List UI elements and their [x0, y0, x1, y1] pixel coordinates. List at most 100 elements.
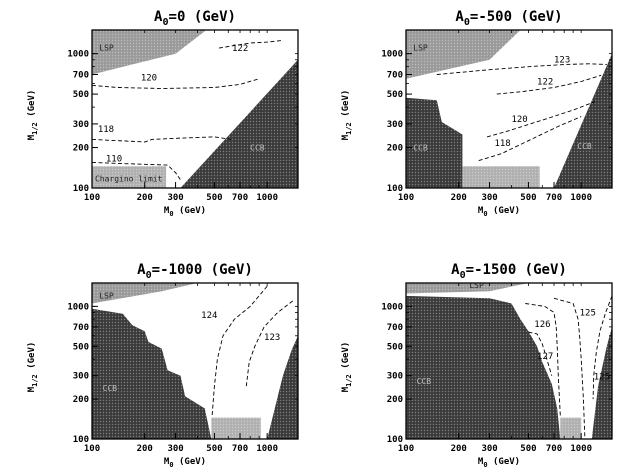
x-tick-label: 700: [546, 444, 562, 454]
x-axis-label: M0 (GeV): [164, 206, 206, 218]
x-tick-label: 100: [84, 444, 100, 454]
y-tick-label: 100: [73, 184, 89, 194]
x-tick-label: 100: [398, 193, 414, 203]
y-tick-label: 300: [73, 372, 89, 382]
contour-label: 110: [106, 154, 122, 164]
region-label: LSP: [413, 43, 428, 52]
contour-label: 125: [594, 373, 610, 383]
panel-title: A0=0 (GeV): [154, 9, 236, 28]
contour-line: [496, 74, 602, 95]
plot-frame: [405, 29, 613, 189]
y-tick-label: 1000: [381, 50, 403, 60]
region-ccb-right: [267, 335, 298, 439]
x-tick-label: 300: [167, 444, 183, 454]
region-chargino: [211, 417, 261, 439]
plot-frame: [91, 29, 299, 189]
x-tick-label: 200: [137, 193, 153, 203]
y-axis-label: M1/2 (GeV): [341, 342, 353, 393]
region-ccb-right: [591, 326, 612, 439]
panel-4: LSP CCB 126 127 125 125 100 200 300 500 700 1000 100…: [341, 262, 613, 469]
region-chargino: [462, 166, 540, 188]
x-tick-label: 500: [206, 444, 222, 454]
region-LSP: [406, 30, 521, 79]
contour-line: [553, 297, 586, 439]
contour-line: [525, 303, 561, 416]
region-ccb-left: [92, 308, 212, 439]
contour-line: [92, 136, 231, 143]
x-tick-label: 1000: [570, 193, 592, 203]
panel-title: A0=-500 (GeV): [455, 9, 562, 28]
x-tick-label: 500: [206, 193, 222, 203]
contour-label: 118: [98, 125, 114, 135]
y-axis-label: M1/2 (GeV): [27, 90, 39, 141]
contour-label: 118: [494, 139, 510, 149]
contour-label: 123: [264, 333, 280, 343]
region-chargino: [92, 166, 167, 188]
x-tick-label: 700: [232, 193, 248, 203]
x-tick-label: 300: [481, 193, 497, 203]
x-axis-label: M0 (GeV): [164, 457, 206, 469]
contour-line: [592, 295, 612, 400]
region-label: LSP: [99, 291, 114, 300]
y-tick-label: 100: [73, 435, 89, 445]
plot-frame: [405, 282, 613, 440]
y-axis-label: M1/2 (GeV): [27, 342, 39, 393]
x-tick-label: 700: [546, 193, 562, 203]
y-tick-label: 700: [387, 323, 403, 333]
y-tick-label: 100: [387, 435, 403, 445]
x-tick-label: 300: [167, 193, 183, 203]
x-axis-label: M0 (GeV): [478, 206, 520, 218]
region-LSP: [406, 283, 529, 294]
y-tick-label: 200: [387, 395, 403, 405]
region-ccb-main: [406, 295, 561, 439]
contour-line: [211, 285, 268, 416]
panel-3: LSP CCB 124 123 100 200 300 500 700 1000 100 200 300…: [27, 262, 299, 469]
y-tick-label: 700: [73, 323, 89, 333]
contour-label: 124: [201, 311, 217, 321]
contour-line: [92, 78, 260, 89]
x-tick-label: 1000: [256, 444, 278, 454]
y-tick-label: 100: [387, 184, 403, 194]
region-label: CCB: [103, 384, 118, 393]
contour-label: 120: [141, 74, 157, 84]
x-tick-label: 500: [520, 444, 536, 454]
panel-1: LSP CCB Chargino limit 122 120 118 110 100 200 30…: [27, 9, 299, 218]
contour-label: 123: [554, 55, 570, 65]
x-tick-label: 1000: [256, 193, 278, 203]
region-ccb-right: [554, 53, 612, 188]
contour-line: [245, 300, 294, 387]
contour-line: [218, 40, 282, 49]
panel-title: A0=-1500 (GeV): [451, 262, 567, 281]
y-tick-label: 200: [387, 144, 403, 154]
region-label: LSP: [99, 43, 114, 52]
x-tick-label: 500: [520, 193, 536, 203]
region-chargino: [560, 417, 582, 439]
contour-line: [486, 101, 596, 138]
y-tick-label: 700: [387, 70, 403, 80]
region-LSP: [92, 30, 207, 75]
y-tick-label: 500: [387, 90, 403, 100]
x-tick-label: 300: [481, 444, 497, 454]
region-label: CCB: [417, 377, 432, 386]
region-label: LSP: [469, 281, 484, 290]
y-axis-label: M1/2 (GeV): [341, 90, 353, 141]
x-tick-label: 200: [137, 444, 153, 454]
panel-title: A0=-1000 (GeV): [137, 262, 253, 281]
x-tick-label: 1000: [570, 444, 592, 454]
y-tick-label: 1000: [381, 302, 403, 312]
contour-label: 122: [232, 44, 248, 54]
contour-line: [92, 161, 181, 181]
y-tick-label: 300: [387, 120, 403, 130]
region-dark-wedge: [180, 59, 298, 188]
contour-line: [478, 116, 582, 162]
x-tick-label: 700: [232, 444, 248, 454]
contour-label: 120: [511, 115, 527, 125]
contour-label: 126: [534, 320, 550, 330]
contour-label: 125: [580, 309, 596, 319]
panel-2: LSP CCB CCB 123 122 120 118 100 200 300 500 700 1000…: [341, 9, 613, 218]
y-tick-label: 200: [73, 144, 89, 154]
y-tick-label: 500: [73, 342, 89, 352]
y-tick-label: 500: [387, 342, 403, 352]
region-label: CCB: [577, 142, 592, 151]
region-ccb-left: [406, 97, 463, 188]
